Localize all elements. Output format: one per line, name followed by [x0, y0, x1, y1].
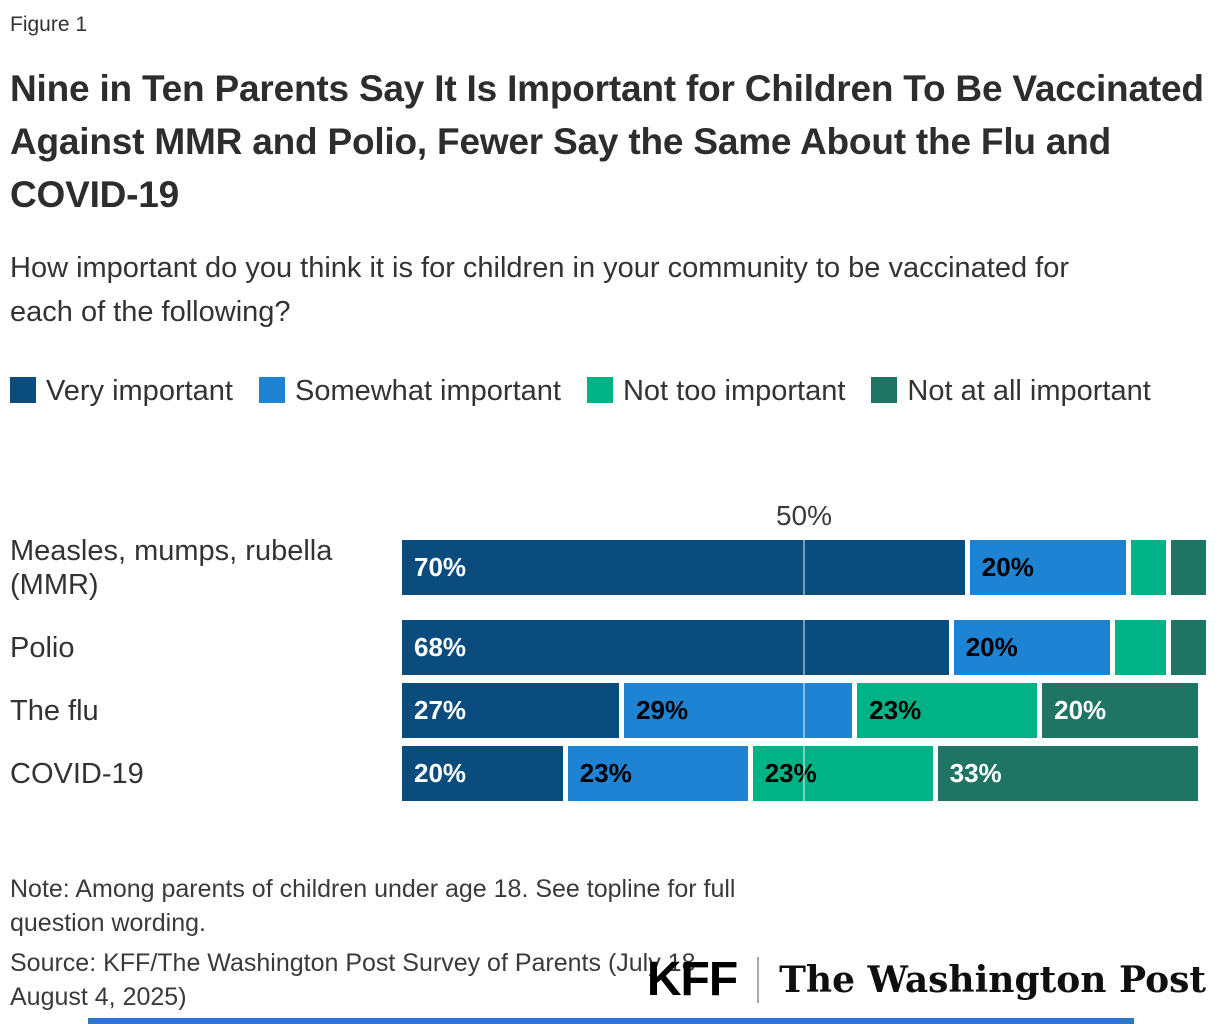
- bar-row: Measles, mumps, rubella (MMR) 70% 20%: [10, 535, 1210, 601]
- note-text: Note: Among parents of children under ag…: [10, 875, 736, 937]
- bar-segment[interactable]: 23%: [747, 746, 933, 801]
- bar-segment[interactable]: [1125, 540, 1166, 595]
- legend: Very important Somewhat important Not too …: [10, 363, 1180, 420]
- bar-segment[interactable]: 23%: [562, 746, 748, 801]
- logo-divider: [757, 956, 760, 1003]
- bar-segment[interactable]: 70%: [402, 540, 965, 595]
- bar-segment[interactable]: 20%: [948, 620, 1110, 675]
- bar-value-label: 20%: [1054, 695, 1107, 725]
- bar-segment[interactable]: [1165, 620, 1206, 675]
- bottom-accent-bar: [88, 1018, 1134, 1024]
- legend-swatch-2: [258, 377, 285, 403]
- chart-subtitle: How important do you think it is for chi…: [10, 252, 1069, 328]
- stacked-bar: 70% 20%: [402, 540, 1206, 595]
- bar-value-label: 20%: [414, 758, 467, 788]
- category-label: Polio: [10, 631, 75, 664]
- bar-value-label: 70%: [414, 552, 467, 582]
- legend-swatch-1: [10, 377, 36, 403]
- bar-row: The flu 27% 29% 23% 20%: [10, 683, 1210, 738]
- legend-swatch-3: [586, 377, 613, 403]
- bar-segment[interactable]: 20%: [1037, 683, 1198, 738]
- stacked-bar: 20% 23% 23% 33%: [402, 746, 1206, 801]
- bar-segment[interactable]: 20%: [402, 746, 563, 801]
- legend-swatch-4: [871, 377, 898, 403]
- legend-label: Not at all important: [907, 375, 1151, 407]
- source-text: Source: KFF/The Washington Post Survey o…: [10, 949, 704, 1011]
- category-label: COVID-19: [10, 757, 144, 790]
- chart-rows: 50% Measles, mumps, rubella (MMR) 70% 20% P…: [10, 500, 1210, 801]
- bar-row: COVID-19 20% 23% 23% 33%: [10, 746, 1210, 801]
- category-label: The flu: [10, 694, 99, 727]
- legend-label: Not too important: [622, 375, 846, 407]
- bar-value-label: 33%: [949, 758, 1002, 788]
- x-axis-tick-50: 50%: [775, 500, 833, 531]
- bar-value-label: 27%: [414, 695, 467, 725]
- bar-value-label: 68%: [414, 632, 467, 662]
- bar-value-label: 23%: [764, 758, 817, 788]
- bar-segment[interactable]: 20%: [964, 540, 1126, 595]
- washington-post-logo: The Washington Post: [779, 958, 1206, 1001]
- bar-segment[interactable]: [1165, 540, 1206, 595]
- stacked-bar: 27% 29% 23% 20%: [402, 683, 1206, 738]
- bar-value-label: 20%: [965, 632, 1018, 662]
- chart-title: Nine in Ten Parents Say It Is Important …: [10, 68, 1204, 215]
- category-label: Measles, mumps, rubella (MMR): [10, 534, 333, 601]
- figure-label: Figure 1: [10, 13, 88, 36]
- bar-value-label: 20%: [981, 552, 1034, 582]
- bar-segment[interactable]: 68%: [402, 620, 949, 675]
- bar-segment[interactable]: 33%: [932, 746, 1198, 801]
- legend-label: Very important: [46, 375, 233, 407]
- stacked-bar: 68% 20%: [402, 620, 1206, 675]
- bar-value-label: 23%: [579, 758, 632, 788]
- kff-logo: KFF: [646, 953, 738, 1006]
- bar-segment[interactable]: [1109, 620, 1166, 675]
- bar-value-label: 29%: [636, 695, 689, 725]
- bar-row: Polio 68% 20%: [10, 620, 1210, 675]
- bar-segment[interactable]: 23%: [852, 683, 1038, 738]
- chart: 50% Measles, mumps, rubella (MMR) 70% 20% P…: [10, 500, 1210, 809]
- legend-label: Somewhat important: [294, 375, 561, 407]
- logo-group: KFF The Washington Post: [647, 952, 1206, 1007]
- bar-segment[interactable]: 27%: [402, 683, 620, 738]
- bar-value-label: 23%: [869, 695, 922, 725]
- bar-segment[interactable]: 29%: [619, 683, 853, 738]
